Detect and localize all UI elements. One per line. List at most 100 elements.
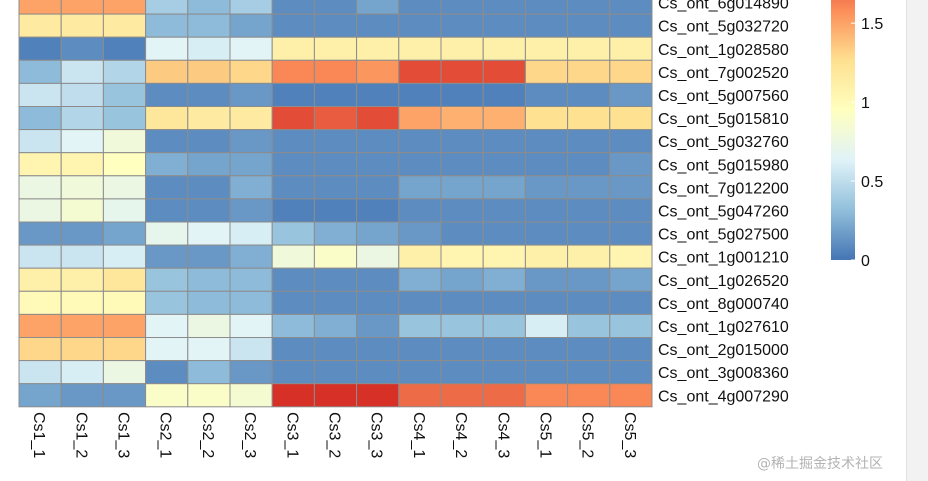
heatmap-cell xyxy=(60,59,104,84)
heatmap-cell xyxy=(609,59,653,84)
heatmap-cell xyxy=(356,129,400,154)
heatmap-cell xyxy=(18,129,62,154)
heatmap-cell xyxy=(356,221,400,246)
heatmap-cell xyxy=(60,152,104,177)
heatmap-cell xyxy=(145,221,189,246)
heatmap-cell xyxy=(440,383,484,408)
heatmap-cell xyxy=(356,175,400,200)
heatmap-cell xyxy=(567,267,611,292)
heatmap-cell xyxy=(567,198,611,223)
heatmap-cell xyxy=(567,82,611,108)
heatmap-cell xyxy=(102,82,147,108)
heatmap-cell xyxy=(60,129,104,154)
heatmap-cell xyxy=(102,267,147,292)
column-label: Cs3_2 xyxy=(326,412,343,458)
heatmap-cell xyxy=(271,198,315,223)
heatmap-cell xyxy=(271,383,315,408)
heatmap-cell xyxy=(102,129,147,154)
heatmap-cell xyxy=(229,221,273,246)
heatmap-cell xyxy=(145,360,189,385)
scrollbar-track[interactable] xyxy=(906,0,928,481)
heatmap-cell xyxy=(229,290,273,315)
heatmap-cell xyxy=(313,290,358,315)
column-label: Cs4_2 xyxy=(452,412,469,458)
legend-tick-label: 1 xyxy=(861,95,870,112)
heatmap-cell xyxy=(229,82,273,108)
heatmap-cell xyxy=(102,383,147,408)
heatmap-cell xyxy=(524,313,569,338)
heatmap-cell xyxy=(60,221,104,246)
heatmap-cell xyxy=(18,106,62,131)
heatmap-cell xyxy=(524,198,569,223)
heatmap-cell xyxy=(356,313,400,338)
row-label: Cs_ont_6g014890 xyxy=(658,0,789,13)
heatmap-cell xyxy=(187,198,231,223)
row-label: Cs_ont_5g007560 xyxy=(658,88,789,105)
row-label: Cs_ont_2g015000 xyxy=(658,342,789,359)
heatmap-cell xyxy=(145,244,189,269)
heatmap-cell xyxy=(18,82,62,108)
heatmap-cell xyxy=(440,360,484,385)
heatmap-cell xyxy=(187,129,231,154)
heatmap-cell xyxy=(313,59,358,84)
heatmap-cell xyxy=(440,244,484,269)
heatmap-cell xyxy=(398,129,442,154)
heatmap-cell xyxy=(60,36,104,61)
heatmap-cell xyxy=(18,59,62,84)
heatmap-cell xyxy=(60,290,104,315)
heatmap-cell xyxy=(145,36,189,61)
heatmap-cell xyxy=(18,337,62,362)
heatmap-cell xyxy=(229,0,273,15)
heatmap-cell xyxy=(229,313,273,338)
heatmap-cell xyxy=(60,360,104,385)
heatmap-cell xyxy=(18,198,62,223)
heatmap-cell xyxy=(145,383,189,408)
heatmap-cell xyxy=(440,152,484,177)
heatmap-cell xyxy=(187,0,231,15)
legend-ticks: 0 0.5 1 1.5 xyxy=(851,16,883,270)
heatmap-cell xyxy=(398,106,442,131)
heatmap-cell xyxy=(187,337,231,362)
heatmap-cell xyxy=(229,13,273,38)
heatmap-cell xyxy=(482,0,526,15)
legend-tick-label: 0.5 xyxy=(861,174,883,191)
heatmap-cell xyxy=(609,82,653,108)
heatmap-cell xyxy=(609,267,653,292)
heatmap-cell xyxy=(524,0,569,15)
row-label: Cs_ont_1g026520 xyxy=(658,273,789,290)
heatmap-cell xyxy=(398,59,442,84)
heatmap-cell xyxy=(187,383,231,408)
column-label: Cs5_2 xyxy=(579,412,596,458)
heatmap-cell xyxy=(313,313,358,338)
heatmap-cell xyxy=(567,129,611,154)
heatmap-cell xyxy=(187,152,231,177)
heatmap-cell xyxy=(524,267,569,292)
heatmap-cell xyxy=(356,36,400,61)
heatmap-cell xyxy=(229,360,273,385)
heatmap-cell xyxy=(356,244,400,269)
heatmap-cell xyxy=(524,152,569,177)
heatmap-cell xyxy=(482,36,526,61)
heatmap-cell xyxy=(271,0,315,15)
heatmap-cell xyxy=(60,313,104,338)
heatmap-cell xyxy=(60,175,104,200)
heatmap-cell xyxy=(609,198,653,223)
heatmap-cell xyxy=(609,106,653,131)
heatmap-cell xyxy=(313,383,358,408)
heatmap-cell xyxy=(187,59,231,84)
heatmap-cell xyxy=(271,221,315,246)
heatmap-cell xyxy=(271,290,315,315)
heatmap-cell xyxy=(313,0,358,15)
heatmap-cell xyxy=(271,82,315,108)
heatmap-cell xyxy=(18,0,62,15)
heatmap-cell xyxy=(313,129,358,154)
row-label: Cs_ont_4g007290 xyxy=(658,388,789,405)
heatmap-cell xyxy=(440,0,484,15)
heatmap-cell xyxy=(356,267,400,292)
heatmap-cell xyxy=(313,13,358,38)
heatmap-cell xyxy=(102,36,147,61)
heatmap-cell xyxy=(271,13,315,38)
heatmap-cell xyxy=(18,221,62,246)
heatmap-cell xyxy=(398,82,442,108)
heatmap-cell xyxy=(356,290,400,315)
